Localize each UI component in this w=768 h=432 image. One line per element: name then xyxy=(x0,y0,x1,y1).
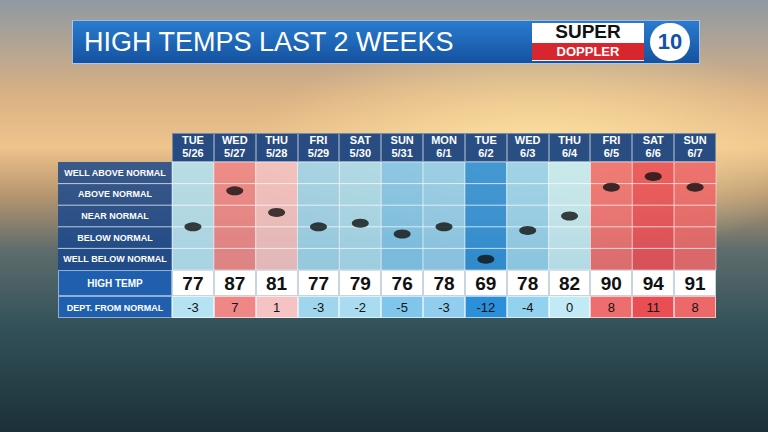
svg-text:6/2: 6/2 xyxy=(478,147,493,159)
html-text:-5: -5 xyxy=(396,300,408,315)
html-text:76: 76 xyxy=(391,273,413,294)
html-text:8: 8 xyxy=(607,300,615,315)
svg-text:SAT: SAT xyxy=(643,134,664,146)
html-text:-12: -12 xyxy=(476,300,496,315)
svg-text:SAT: SAT xyxy=(350,134,371,146)
svg-text:5/31: 5/31 xyxy=(391,147,412,159)
svg-text:WED: WED xyxy=(222,134,248,146)
html-text:DOPPLER: DOPPLER xyxy=(556,44,620,59)
svg-text:6/4: 6/4 xyxy=(562,147,578,159)
svg-text:MON: MON xyxy=(431,134,457,146)
svg-text:SUN: SUN xyxy=(683,134,706,146)
svg-text:5/29: 5/29 xyxy=(308,147,329,159)
html-text:91: 91 xyxy=(684,273,706,294)
svg-text:5/28: 5/28 xyxy=(266,147,287,159)
svg-text:5/30: 5/30 xyxy=(350,147,371,159)
html-text:1: 1 xyxy=(273,300,281,315)
html-text:HIGH TEMPS LAST 2 WEEKS: HIGH TEMPS LAST 2 WEEKS xyxy=(84,27,454,57)
html-text:81: 81 xyxy=(266,273,288,294)
svg-text:WELL ABOVE NORMAL: WELL ABOVE NORMAL xyxy=(64,168,166,178)
svg-text:NEAR NORMAL: NEAR NORMAL xyxy=(81,211,149,221)
svg-text:THU: THU xyxy=(558,134,581,146)
svg-text:FRI: FRI xyxy=(603,134,621,146)
svg-text:BELOW NORMAL: BELOW NORMAL xyxy=(77,233,153,243)
svg-text:SUN: SUN xyxy=(391,134,414,146)
html-text:78: 78 xyxy=(433,273,455,294)
svg-text:WELL BELOW NORMAL: WELL BELOW NORMAL xyxy=(63,254,167,264)
html-text:0: 0 xyxy=(565,300,574,315)
html-text:-3: -3 xyxy=(312,300,325,315)
svg-text:TUE: TUE xyxy=(182,134,204,146)
html-text:11: 11 xyxy=(646,300,660,315)
html-text:HIGH TEMP: HIGH TEMP xyxy=(87,278,143,289)
svg-text:ABOVE NORMAL: ABOVE NORMAL xyxy=(78,189,153,199)
svg-text:WED: WED xyxy=(515,134,541,146)
html-text:7: 7 xyxy=(231,300,239,315)
html-text:-4: -4 xyxy=(521,300,534,315)
html-text:-3: -3 xyxy=(438,300,450,315)
svg-text:6/5: 6/5 xyxy=(604,147,619,159)
svg-text:6/3: 6/3 xyxy=(520,147,535,159)
html-text:79: 79 xyxy=(349,273,371,294)
svg-text:TUE: TUE xyxy=(475,134,497,146)
svg-text:6/6: 6/6 xyxy=(646,147,661,159)
html-text:69: 69 xyxy=(475,273,497,294)
html-text:94: 94 xyxy=(642,273,664,294)
html-text:10: 10 xyxy=(657,29,683,54)
html-text:-3: -3 xyxy=(187,300,199,315)
html-text:77: 77 xyxy=(182,273,204,294)
svg-text:6/7: 6/7 xyxy=(687,147,702,159)
svg-text:THU: THU xyxy=(265,134,288,146)
html-text:87: 87 xyxy=(224,273,246,294)
html-text:8: 8 xyxy=(691,300,699,315)
svg-text:5/26: 5/26 xyxy=(182,147,203,159)
svg-text:5/27: 5/27 xyxy=(224,147,245,159)
html-text:77: 77 xyxy=(307,273,329,294)
svg-text:6/1: 6/1 xyxy=(436,147,451,159)
html-text:SUPER: SUPER xyxy=(555,21,621,42)
html-text:-2: -2 xyxy=(354,300,367,315)
html-text:78: 78 xyxy=(517,273,539,294)
html-text:82: 82 xyxy=(559,273,581,294)
svg-text:FRI: FRI xyxy=(310,134,328,146)
html-text:DEPT. FROM NORMAL: DEPT. FROM NORMAL xyxy=(66,303,164,313)
html-text:90: 90 xyxy=(600,273,622,294)
